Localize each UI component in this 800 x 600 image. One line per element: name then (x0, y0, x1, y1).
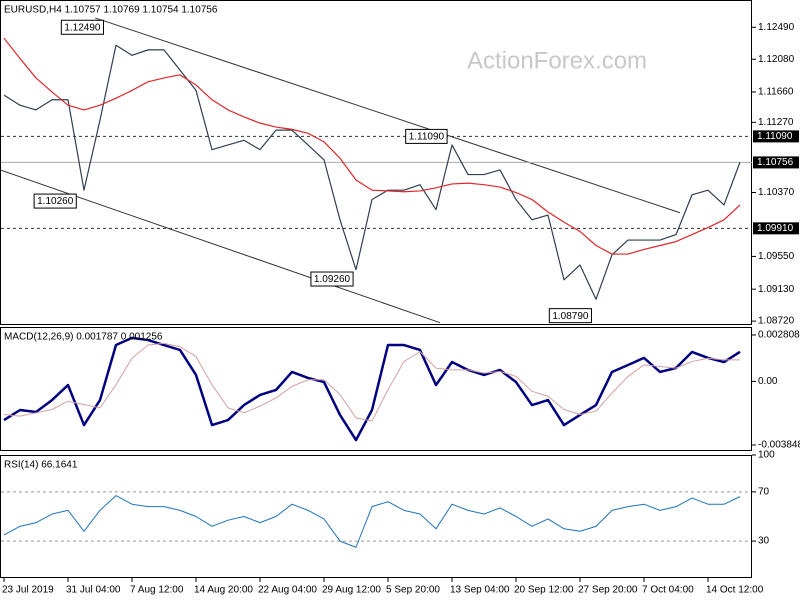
series-line (3, 336, 741, 442)
annotation-box (405, 128, 448, 144)
y-tick-label: 30 (758, 536, 770, 547)
y-tick-label: 70 (758, 487, 770, 498)
y-tick-label: 100 (758, 450, 775, 461)
y-tick-label: 1.11660 (758, 87, 794, 98)
annotation-box (548, 308, 592, 324)
last-price-box (753, 156, 799, 169)
y-tick-label: -0.003848 (758, 440, 800, 451)
x-tick-label: 7 Aug 12:00 (130, 585, 184, 596)
y-tick-label: 1.09550 (758, 251, 795, 262)
y-tick-label: 0.00 (758, 376, 778, 387)
annotation-box (60, 19, 104, 35)
watermark: ActionForex.com (467, 47, 647, 74)
annotation-label: 1.12490 (64, 22, 101, 33)
series-line (3, 44, 741, 300)
x-tick-label: 13 Sep 04:00 (450, 585, 510, 596)
level-label: 1.11090 (757, 131, 793, 142)
series-line (3, 342, 740, 422)
panel (0, 455, 752, 578)
x-tick-label: 22 Aug 04:00 (258, 585, 317, 596)
annotation-box (310, 271, 354, 287)
annotation-label: 1.10260 (37, 196, 74, 207)
y-tick-label: 1.09130 (758, 284, 795, 295)
x-tick-label: 27 Sep 20:00 (578, 585, 638, 596)
y-tick-label: 0.002808 (758, 330, 800, 341)
annotation-label: 1.09260 (314, 274, 351, 285)
series-line (3, 37, 741, 255)
y-tick-label: 1.11270 (758, 117, 794, 128)
panel-title: EURUSD,H4 1.10757 1.10769 1.10754 1.1075… (4, 5, 218, 16)
series-line (3, 495, 741, 548)
x-tick-label: 7 Oct 04:00 (642, 585, 694, 596)
x-tick-label: 23 Jul 2019 (2, 585, 54, 596)
y-tick-label: 1.10370 (758, 187, 795, 198)
last-price-label: 1.10756 (757, 157, 794, 168)
x-tick-label: 5 Sep 20:00 (386, 585, 440, 596)
annotation-label: 1.08790 (552, 311, 589, 322)
trendline (95, 17, 681, 214)
annotation-box (33, 193, 77, 209)
level-label-box (753, 130, 799, 143)
x-tick-label: 31 Jul 04:00 (66, 585, 121, 596)
y-tick-label: 1.12080 (758, 54, 795, 65)
annotation-label: 1.11090 (409, 132, 445, 143)
y-tick-label: 1.08720 (758, 316, 795, 327)
x-tick-label: 14 Oct 12:00 (706, 585, 764, 596)
x-tick-label: 20 Sep 12:00 (514, 585, 574, 596)
level-label-box (753, 222, 799, 235)
panel-title: MACD(12,26,9) 0.001787 0.001256 (4, 332, 163, 343)
y-tick-label: 1.12490 (758, 22, 795, 33)
panel-title: RSI(14) 66.1641 (4, 460, 78, 471)
x-tick-label: 14 Aug 20:00 (194, 585, 253, 596)
x-tick-label: 29 Aug 12:00 (322, 585, 381, 596)
level-label: 1.09910 (757, 223, 794, 234)
